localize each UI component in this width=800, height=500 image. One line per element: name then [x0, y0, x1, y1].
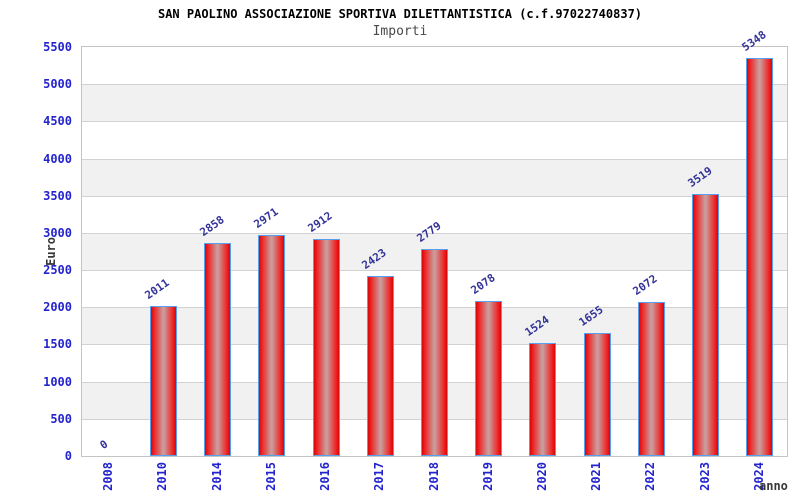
- x-tick-label: 2021: [589, 462, 604, 491]
- plot-band: [82, 158, 787, 196]
- bar-2023: [692, 194, 720, 456]
- x-tick-label: 2016: [318, 462, 333, 491]
- y-tick-label: 0: [64, 449, 72, 463]
- gridline: [82, 195, 787, 197]
- y-tick-label: 2500: [43, 263, 72, 278]
- y-tick-label: 3500: [43, 188, 72, 203]
- y-tick-label: 4000: [43, 151, 72, 166]
- bar-2024: [746, 58, 774, 456]
- x-tick-label: 2008: [101, 462, 116, 491]
- bar-2022: [637, 301, 665, 456]
- gridline: [82, 158, 787, 160]
- y-tick-label: 5000: [43, 77, 72, 92]
- bar-2018: [421, 249, 448, 456]
- bar-2020: [529, 342, 557, 456]
- bar-2019: [475, 301, 503, 456]
- x-tick-label: 2023: [697, 462, 712, 491]
- bar-2014: [204, 243, 232, 456]
- y-tick-label: 5500: [43, 40, 72, 54]
- y-tick-label: 1000: [43, 374, 72, 389]
- x-tick-label: 2019: [480, 462, 495, 491]
- x-tick-label: 2010: [155, 462, 170, 491]
- chart-title: SAN PAOLINO ASSOCIAZIONE SPORTIVA DILETT…: [157, 7, 643, 21]
- y-tick-label: 2000: [43, 300, 72, 315]
- bar-2015: [258, 235, 286, 456]
- x-tick-label: 2017: [372, 462, 387, 491]
- plot-band: [82, 84, 787, 122]
- x-tick-label: 2014: [209, 462, 224, 491]
- x-tick-label: 2018: [426, 462, 441, 491]
- gridline: [82, 121, 787, 123]
- x-tick-label: 2015: [263, 462, 278, 491]
- plot-area: [81, 46, 788, 457]
- y-tick-label: 1500: [43, 337, 72, 352]
- chart-subtitle: Importi: [372, 24, 428, 39]
- y-axis-title: Euro: [44, 237, 58, 266]
- x-axis-title: anno: [759, 479, 788, 493]
- y-tick-label: 4500: [43, 114, 72, 129]
- bar-2017: [366, 275, 394, 456]
- x-tick-label: 2020: [534, 462, 549, 491]
- bar-2021: [583, 332, 611, 456]
- x-tick-label: 2022: [643, 462, 658, 491]
- gridline: [82, 84, 787, 86]
- bar-2016: [312, 239, 340, 456]
- y-tick-label: 500: [50, 411, 72, 426]
- gridline: [82, 232, 787, 234]
- bar-2010: [149, 306, 177, 456]
- y-tick-label: 3000: [43, 225, 72, 240]
